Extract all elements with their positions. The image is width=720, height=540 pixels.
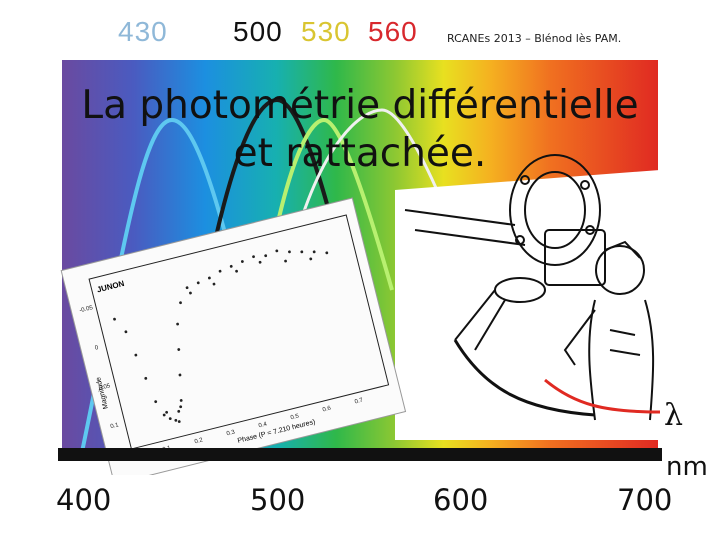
lambda-symbol: λ <box>664 398 684 433</box>
wavelength-tick-600: 600 <box>433 483 489 517</box>
filter-label-500: 500 <box>233 16 283 47</box>
yellow-filter-curve <box>270 117 394 291</box>
wavelength-unit: nm <box>666 452 708 482</box>
observer-illustration <box>395 154 660 440</box>
filter-label-530: 530 <box>301 16 351 47</box>
wavelength-tick-500: 500 <box>250 483 306 517</box>
filter-label-560: 560 <box>368 16 418 47</box>
y-tick: -0.05 <box>79 305 94 314</box>
x-tick: 0.2 <box>194 437 204 445</box>
lightcurve-points <box>113 249 329 423</box>
filter-label-430: 430 <box>118 16 168 47</box>
x-tick: 0.4 <box>258 421 268 429</box>
wavelength-tick-400: 400 <box>56 483 112 517</box>
lightcurve-plot: JUNON Magnitude Phase (P = 7.210 heures)… <box>60 197 407 475</box>
x-tick: 0.7 <box>354 397 364 405</box>
slide-title: La photométrie différentielle et rattach… <box>81 83 639 176</box>
x-tick: 0.3 <box>226 429 236 437</box>
y-tick: 0.05 <box>98 383 111 392</box>
telescope-icon <box>404 154 606 351</box>
wavelength-axis-bar <box>58 448 662 461</box>
y-tick: 0 <box>94 345 99 352</box>
x-tick: 0.5 <box>290 413 300 421</box>
wavelength-tick-700: 700 <box>617 483 673 517</box>
observer-person-icon <box>563 240 655 421</box>
x-tick: 0.6 <box>322 405 332 413</box>
y-tick: 0.1 <box>110 422 120 430</box>
event-header: RCANEs 2013 – Blénod lès PAM. <box>447 32 622 45</box>
